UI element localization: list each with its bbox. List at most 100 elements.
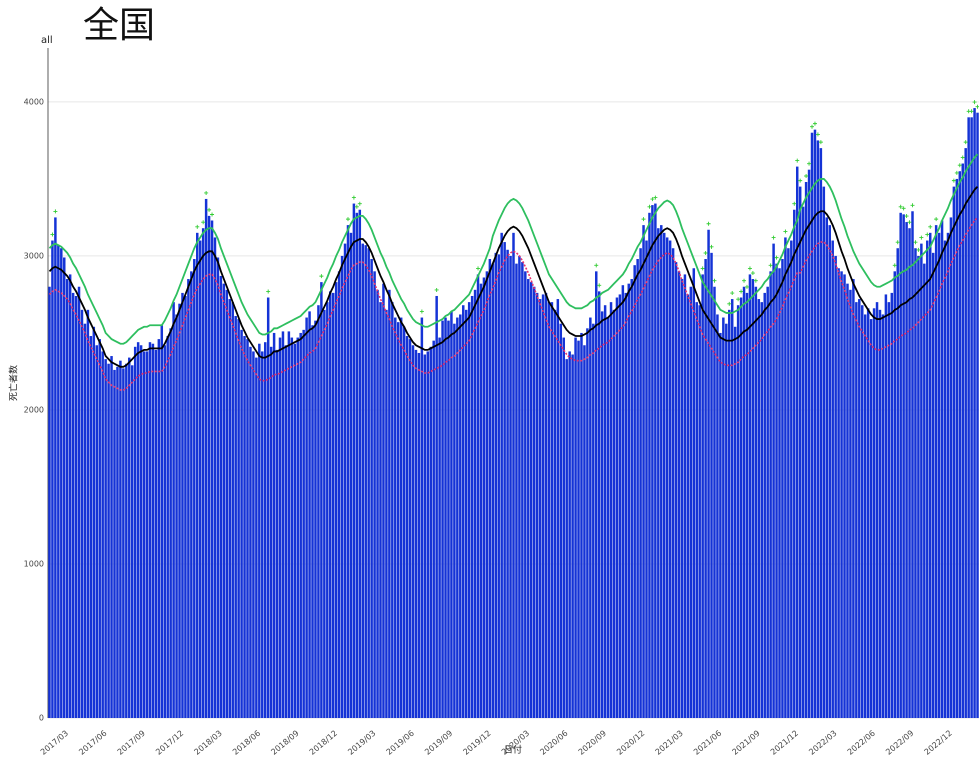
excess-marker — [709, 244, 714, 249]
bar — [973, 108, 976, 718]
bar — [515, 263, 518, 718]
bar — [340, 255, 344, 718]
bar — [352, 203, 356, 718]
excess-marker — [818, 140, 823, 145]
bar — [219, 275, 223, 718]
excess-marker — [434, 287, 439, 292]
bar — [213, 237, 217, 718]
bar — [674, 262, 678, 718]
bar — [92, 326, 96, 718]
bar — [934, 225, 938, 718]
excess-marker — [210, 212, 215, 217]
bar — [101, 351, 104, 718]
bar — [476, 274, 480, 718]
bar — [278, 337, 282, 718]
x-tick-label: 2020/12 — [615, 729, 646, 757]
bar — [181, 292, 184, 718]
bar — [834, 255, 837, 718]
bar — [334, 282, 338, 718]
bar — [122, 368, 125, 718]
excess-marker — [750, 271, 755, 276]
bar — [928, 232, 932, 719]
bar — [538, 299, 542, 718]
x-tick-label: 2018/06 — [231, 729, 262, 757]
bar — [595, 271, 598, 718]
bar — [751, 279, 755, 718]
bar — [748, 274, 752, 718]
bar — [769, 271, 772, 718]
bar — [130, 365, 134, 718]
bar — [955, 178, 959, 718]
x-tick-label: 2017/12 — [154, 729, 185, 757]
bar — [361, 243, 365, 718]
bar — [813, 129, 817, 718]
excess-marker — [419, 309, 424, 314]
bar — [379, 302, 382, 718]
bar — [287, 331, 291, 718]
bar — [875, 302, 879, 718]
bar — [574, 337, 577, 718]
bar — [766, 286, 769, 718]
bar — [529, 282, 533, 718]
bar — [949, 217, 953, 718]
bar — [435, 295, 438, 718]
bar — [163, 345, 166, 718]
bar — [636, 259, 639, 718]
bar — [408, 339, 412, 718]
bar — [547, 302, 551, 718]
bar — [68, 274, 72, 718]
bar — [695, 302, 698, 718]
bar — [571, 354, 574, 718]
bar — [760, 302, 764, 718]
bar — [231, 302, 234, 718]
bar — [739, 297, 743, 718]
bar — [382, 283, 385, 718]
bar — [290, 337, 294, 718]
excess-marker — [700, 266, 705, 271]
bar — [970, 117, 973, 718]
bar — [193, 259, 196, 718]
bar — [535, 292, 539, 718]
bar — [524, 271, 527, 718]
bar — [583, 345, 586, 718]
excess-marker — [771, 235, 776, 240]
excess-marker — [727, 301, 732, 306]
x-tick-label: 2020/06 — [538, 729, 569, 757]
bar — [402, 326, 406, 718]
bar — [54, 217, 57, 718]
bar — [329, 291, 332, 718]
bar — [207, 215, 211, 718]
bar — [772, 243, 775, 718]
bar — [148, 342, 152, 718]
bar — [787, 248, 790, 718]
bar — [568, 351, 571, 718]
bar — [819, 148, 823, 719]
bar — [509, 255, 512, 718]
bar — [145, 351, 149, 718]
bar — [237, 319, 240, 718]
bar — [441, 320, 444, 718]
bar — [444, 317, 447, 718]
bar — [63, 257, 66, 718]
bar — [71, 292, 75, 718]
bar — [190, 271, 193, 718]
bar — [311, 325, 314, 718]
excess-marker — [476, 266, 481, 271]
excess-marker — [792, 201, 797, 206]
bar — [488, 259, 492, 718]
bar — [453, 323, 456, 718]
bar — [83, 323, 87, 718]
x-tick-label: 2021/03 — [654, 729, 685, 757]
bar — [249, 346, 252, 718]
bar — [178, 303, 181, 718]
bar — [852, 279, 855, 718]
x-tick-label: 2018/12 — [308, 729, 339, 757]
bar — [586, 328, 589, 718]
bar — [612, 309, 616, 718]
bar — [228, 299, 232, 718]
excess-marker — [641, 217, 646, 222]
bar — [952, 186, 956, 718]
bar — [470, 295, 474, 718]
bar — [946, 232, 950, 719]
